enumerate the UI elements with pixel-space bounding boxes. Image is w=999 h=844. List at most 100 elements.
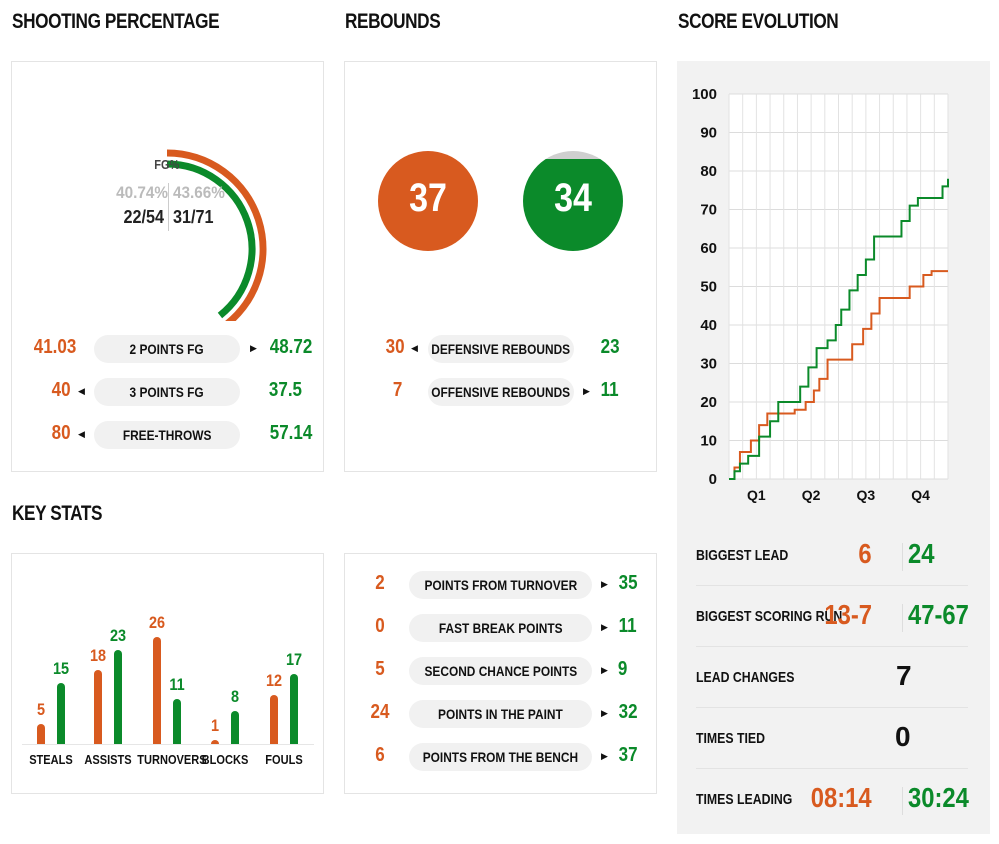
y-tick-label: 80	[700, 163, 717, 180]
steals-away-value: 15	[52, 658, 70, 678]
fg-gauge-home-arc	[166, 149, 267, 321]
key-stats-baseline	[22, 744, 314, 745]
points-from-turnover-away: 35	[618, 572, 638, 594]
times-tied-value: 0	[895, 721, 911, 752]
def-rebounds-label: DEFENSIVE REBOUNDS	[428, 335, 574, 363]
lead-changes-label: LEAD CHANGES	[696, 669, 795, 686]
summary-times-leading: TIMES LEADING 08:14 30:24	[696, 769, 969, 830]
fg-label: FG%	[154, 157, 180, 172]
off-rebounds-arrow-right-icon: ▶	[583, 386, 590, 396]
home-rebounds-circle	[378, 151, 478, 251]
times-leading-away: 30:24	[908, 782, 969, 813]
score-evolution-title: SCORE EVOLUTION	[678, 10, 839, 33]
times-leading-separator	[902, 787, 903, 815]
three-points-arrow-left-icon: ◀	[78, 386, 85, 396]
fouls-away-value: 17	[285, 650, 303, 670]
summary-biggest-lead: BIGGEST LEAD 6 24	[696, 525, 968, 586]
biggest-lead-label: BIGGEST LEAD	[696, 547, 789, 564]
x-tick-label: Q4	[911, 487, 930, 503]
second-chance-points-home: 5	[375, 658, 385, 680]
fg-home-made: 22/54	[123, 207, 164, 227]
off-rebounds-label: OFFENSIVE REBOUNDS	[428, 378, 574, 406]
points-from-turnover-arrow-right-icon: ▶	[601, 579, 608, 589]
assists-away-value: 23	[109, 625, 127, 645]
steals-away-bar	[57, 682, 65, 744]
x-tick-label: Q3	[857, 487, 876, 503]
key-stats-title: KEY STATS	[12, 502, 103, 525]
free-throws-label: FREE-THROWS	[94, 421, 240, 449]
lead-changes-value: 7	[896, 660, 912, 691]
y-tick-label: 30	[700, 356, 717, 373]
x-tick-label: Q2	[802, 487, 821, 503]
fg-away-made: 31/71	[173, 207, 214, 227]
summary-biggest-run: BIGGEST SCORING RUN 13-7 47-67	[696, 586, 969, 647]
three-points-label: 3 POINTS FG	[94, 378, 240, 406]
assists-home-bar	[94, 670, 102, 744]
fg-home-pct: 40.74%	[116, 183, 168, 202]
two-points-label: 2 POINTS FG	[94, 335, 240, 363]
assists-away-bar	[114, 649, 122, 744]
steals-home-value: 5	[36, 699, 46, 719]
two-points-away: 48.72	[269, 336, 313, 358]
fg-gauge	[166, 149, 267, 321]
points-in-the-paint-home: 24	[370, 701, 390, 723]
key-stats-card	[11, 553, 324, 794]
y-tick-label: 90	[700, 125, 717, 142]
fast-break-points-away: 11	[618, 615, 637, 637]
summary-times-tied: TIMES TIED 0	[696, 708, 968, 769]
y-tick-label: 50	[700, 279, 717, 296]
biggest-run-away: 47-67	[908, 599, 969, 630]
fast-break-points-home: 0	[375, 615, 385, 637]
turnovers-home-value: 26	[148, 613, 166, 633]
turnovers-away-value: 11	[169, 674, 185, 694]
two-points-home: 41.03	[33, 336, 77, 358]
fouls-home-bar	[270, 694, 278, 744]
y-tick-label: 60	[700, 240, 717, 257]
blocks-label: BLOCKS	[201, 752, 249, 767]
y-tick-label: 10	[700, 433, 717, 450]
points-from-the-bench-arrow-right-icon: ▶	[601, 751, 608, 761]
blocks-away-bar	[231, 711, 239, 744]
off-rebounds-away: 11	[600, 379, 619, 401]
away-rebounds-total: 34	[554, 176, 592, 220]
biggest-run-separator	[902, 604, 903, 632]
second-chance-points-arrow-right-icon: ▶	[601, 665, 608, 675]
turnovers-label: TURNOVERS	[137, 752, 207, 767]
y-tick-label: 0	[709, 471, 717, 488]
two-points-arrow-right-icon: ▶	[250, 343, 257, 353]
away-score-line	[729, 178, 949, 480]
y-tick-label: 40	[700, 317, 717, 334]
blocks-home-bar	[211, 739, 219, 744]
y-tick-label: 20	[700, 394, 717, 411]
fg-gauge-away-arc	[166, 160, 256, 319]
biggest-lead-home: 6	[858, 538, 872, 569]
fg-away-pct: 43.66%	[173, 183, 225, 202]
turnovers-home-bar	[153, 637, 161, 744]
turnovers-away-bar	[173, 698, 181, 744]
three-points-home: 40	[51, 379, 71, 401]
fouls-label: FOULS	[265, 752, 303, 767]
shooting-percentage-title: SHOOTING PERCENTAGE	[12, 10, 220, 33]
second-chance-points-away: 9	[617, 658, 628, 680]
free-throws-away: 57.14	[269, 422, 313, 444]
times-tied-label: TIMES TIED	[696, 730, 766, 747]
off-rebounds-home: 7	[392, 379, 403, 401]
biggest-lead-separator	[902, 543, 903, 571]
points-in-the-paint-label: POINTS IN THE PAINT	[409, 700, 592, 728]
fouls-home-value: 12	[265, 670, 283, 690]
rebounds-card	[344, 61, 657, 472]
rebounds-title: REBOUNDS	[345, 10, 441, 33]
away-rebounds-circle	[523, 151, 623, 251]
fast-break-points-label: FAST BREAK POINTS	[409, 614, 592, 642]
points-from-turnover-home: 2	[375, 572, 385, 594]
biggest-run-home: 13-7	[824, 599, 872, 630]
y-tick-label: 100	[692, 86, 717, 103]
fg-divider	[168, 183, 169, 231]
points-from-the-bench-home: 6	[375, 744, 385, 766]
free-throws-arrow-left-icon: ◀	[78, 429, 85, 439]
points-from-turnover-label: POINTS FROM TURNOVER	[409, 571, 592, 599]
fast-break-points-arrow-right-icon: ▶	[601, 622, 608, 632]
def-rebounds-home: 30	[385, 336, 405, 358]
home-rebounds-total: 37	[409, 176, 447, 220]
fouls-away-bar	[290, 674, 298, 744]
